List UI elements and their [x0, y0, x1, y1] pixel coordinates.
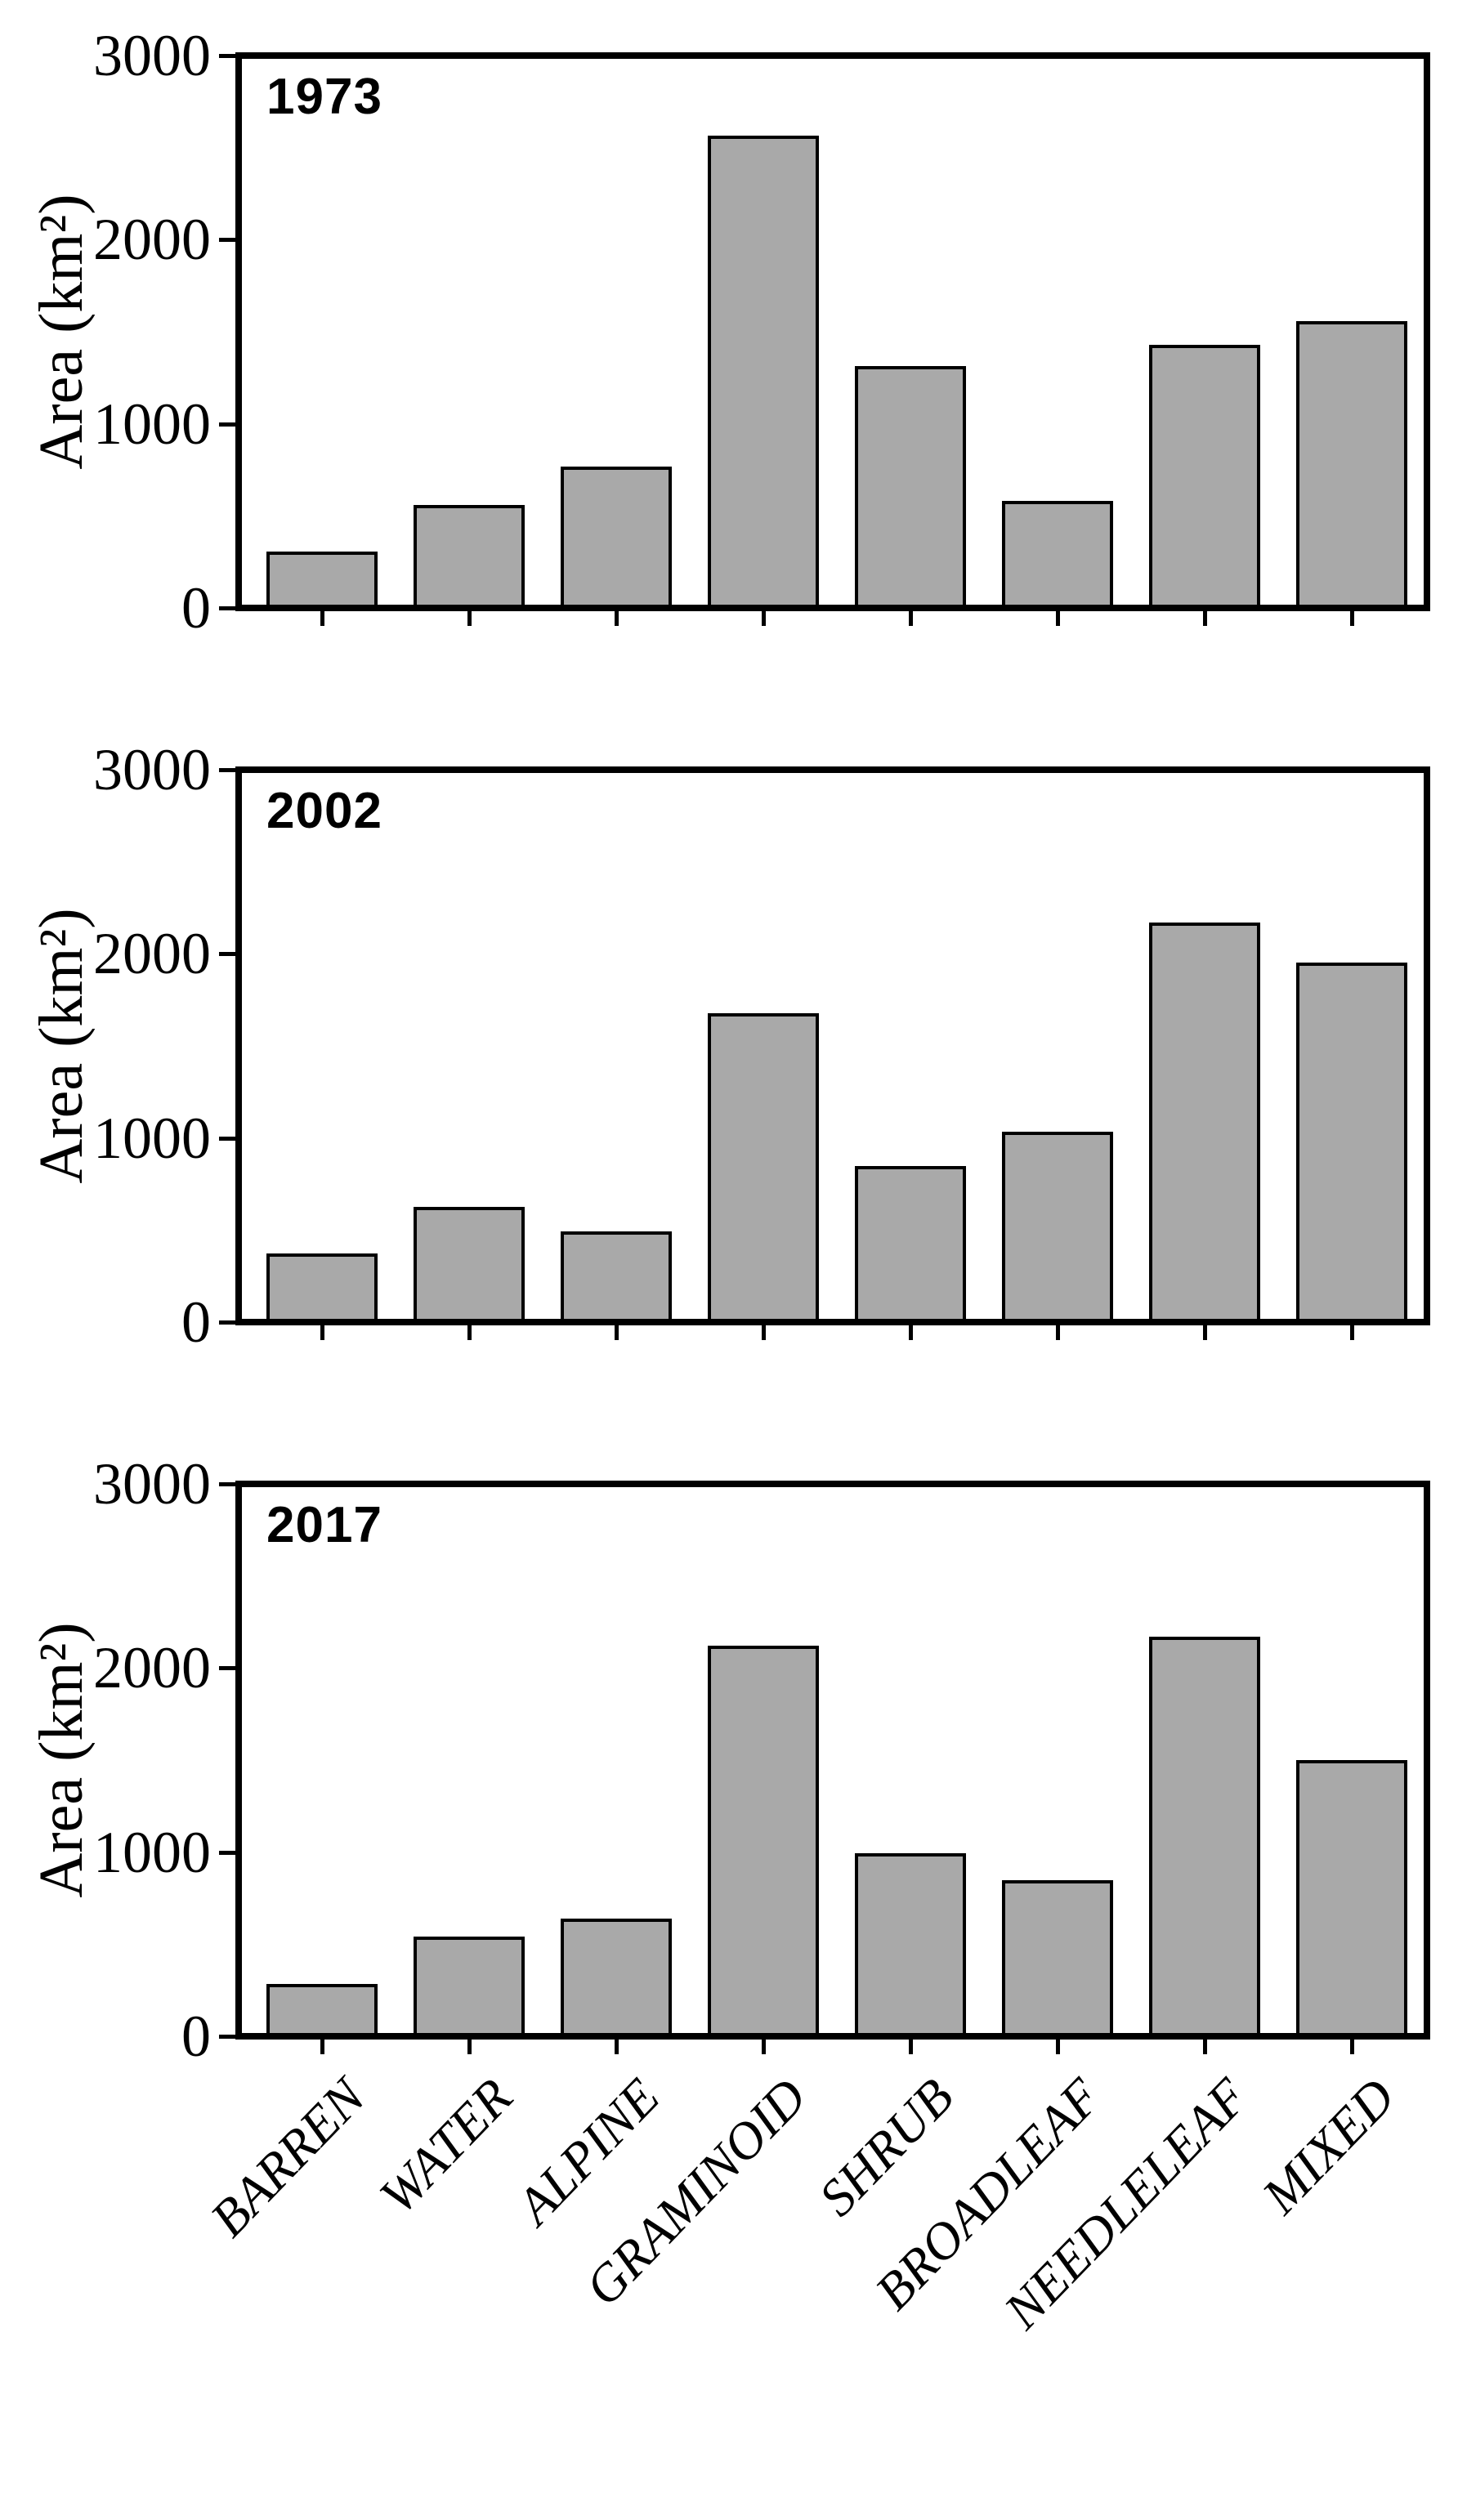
plot-area: 2002: [235, 766, 1430, 1325]
panel-year-label: 2002: [266, 783, 382, 839]
y-tick-label: 3000: [93, 23, 211, 88]
x-tick: [762, 2040, 766, 2054]
y-tick-label: 3000: [93, 1451, 211, 1517]
bar-broadleaf: [1002, 1132, 1113, 1319]
plot-area: 1973: [235, 52, 1430, 611]
y-tick-label: 2000: [93, 1635, 211, 1701]
bar-barren: [266, 1253, 378, 1319]
bar-needleleaf: [1149, 345, 1260, 605]
y-tick: [219, 422, 235, 427]
bar-alpine: [561, 1231, 672, 1319]
figure-land-cover-area: 1973 Area (km²) 3000 2000 1000 0 2002 Area …: [27, 23, 1430, 2339]
y-tick: [219, 952, 235, 957]
x-tick: [1203, 1325, 1207, 1340]
bar-water: [414, 505, 525, 605]
y-tick: [219, 1666, 235, 1671]
bar-shrub: [855, 1853, 966, 2033]
bar-mixed: [1296, 1760, 1407, 2033]
x-tick: [1350, 611, 1354, 626]
y-tick: [219, 606, 235, 610]
y-axis-title: Area (km²): [27, 1622, 96, 1898]
bar-graminoid: [708, 1013, 819, 1319]
y-tick: [219, 238, 235, 243]
y-tick-label: 2000: [93, 207, 211, 273]
x-tick: [467, 1325, 472, 1340]
y-tick-label: 0: [181, 575, 211, 641]
x-tick: [1203, 611, 1207, 626]
bar-water: [414, 1207, 525, 1319]
bar-graminoid: [708, 1646, 819, 2033]
x-tick: [615, 2040, 619, 2054]
y-tick-label: 0: [181, 1289, 211, 1355]
x-tick: [1203, 2040, 1207, 2054]
y-tick: [219, 54, 235, 58]
y-tick: [219, 1850, 235, 1855]
y-axis-title: Area (km²): [27, 194, 96, 470]
panel-year-label: 2017: [266, 1497, 382, 1553]
y-tick-label: 0: [181, 2004, 211, 2069]
y-tick-label: 1000: [93, 1105, 211, 1171]
bar-barren: [266, 1984, 378, 2033]
x-tick: [1350, 2040, 1354, 2054]
x-tick: [909, 1325, 913, 1340]
bar-broadleaf: [1002, 1880, 1113, 2033]
y-tick: [219, 1136, 235, 1141]
plot-area: 2017: [235, 1481, 1430, 2040]
x-tick: [1056, 1325, 1060, 1340]
x-tick: [762, 1325, 766, 1340]
x-tick: [320, 2040, 324, 2054]
bar-shrub: [855, 1166, 966, 1319]
y-tick-label: 1000: [93, 391, 211, 457]
bar-mixed: [1296, 963, 1407, 1319]
bar-water: [414, 1937, 525, 2033]
y-tick: [219, 1320, 235, 1325]
y-tick-label: 2000: [93, 921, 211, 987]
y-tick: [219, 768, 235, 772]
x-tick: [467, 611, 472, 626]
x-tick: [1350, 1325, 1354, 1340]
bar-alpine: [561, 467, 672, 605]
x-tick: [762, 611, 766, 626]
bar-broadleaf: [1002, 501, 1113, 605]
bar-graminoid: [708, 136, 819, 605]
y-tick: [219, 2035, 235, 2039]
bar-shrub: [855, 366, 966, 605]
x-tick: [615, 1325, 619, 1340]
bar-needleleaf: [1149, 1637, 1260, 2033]
x-tick: [615, 611, 619, 626]
y-tick-label: 1000: [93, 1819, 211, 1885]
bar-barren: [266, 552, 378, 605]
x-tick: [1056, 611, 1060, 626]
panel-year-label: 1973: [266, 69, 382, 125]
y-axis-title: Area (km²): [27, 908, 96, 1184]
bar-mixed: [1296, 321, 1407, 605]
x-tick: [320, 1325, 324, 1340]
x-tick: [909, 2040, 913, 2054]
x-tick: [320, 611, 324, 626]
y-tick-label: 3000: [93, 737, 211, 802]
x-tick: [1056, 2040, 1060, 2054]
y-tick: [219, 1482, 235, 1486]
x-tick: [909, 611, 913, 626]
x-tick: [467, 2040, 472, 2054]
bar-alpine: [561, 1919, 672, 2033]
bar-needleleaf: [1149, 923, 1260, 1319]
